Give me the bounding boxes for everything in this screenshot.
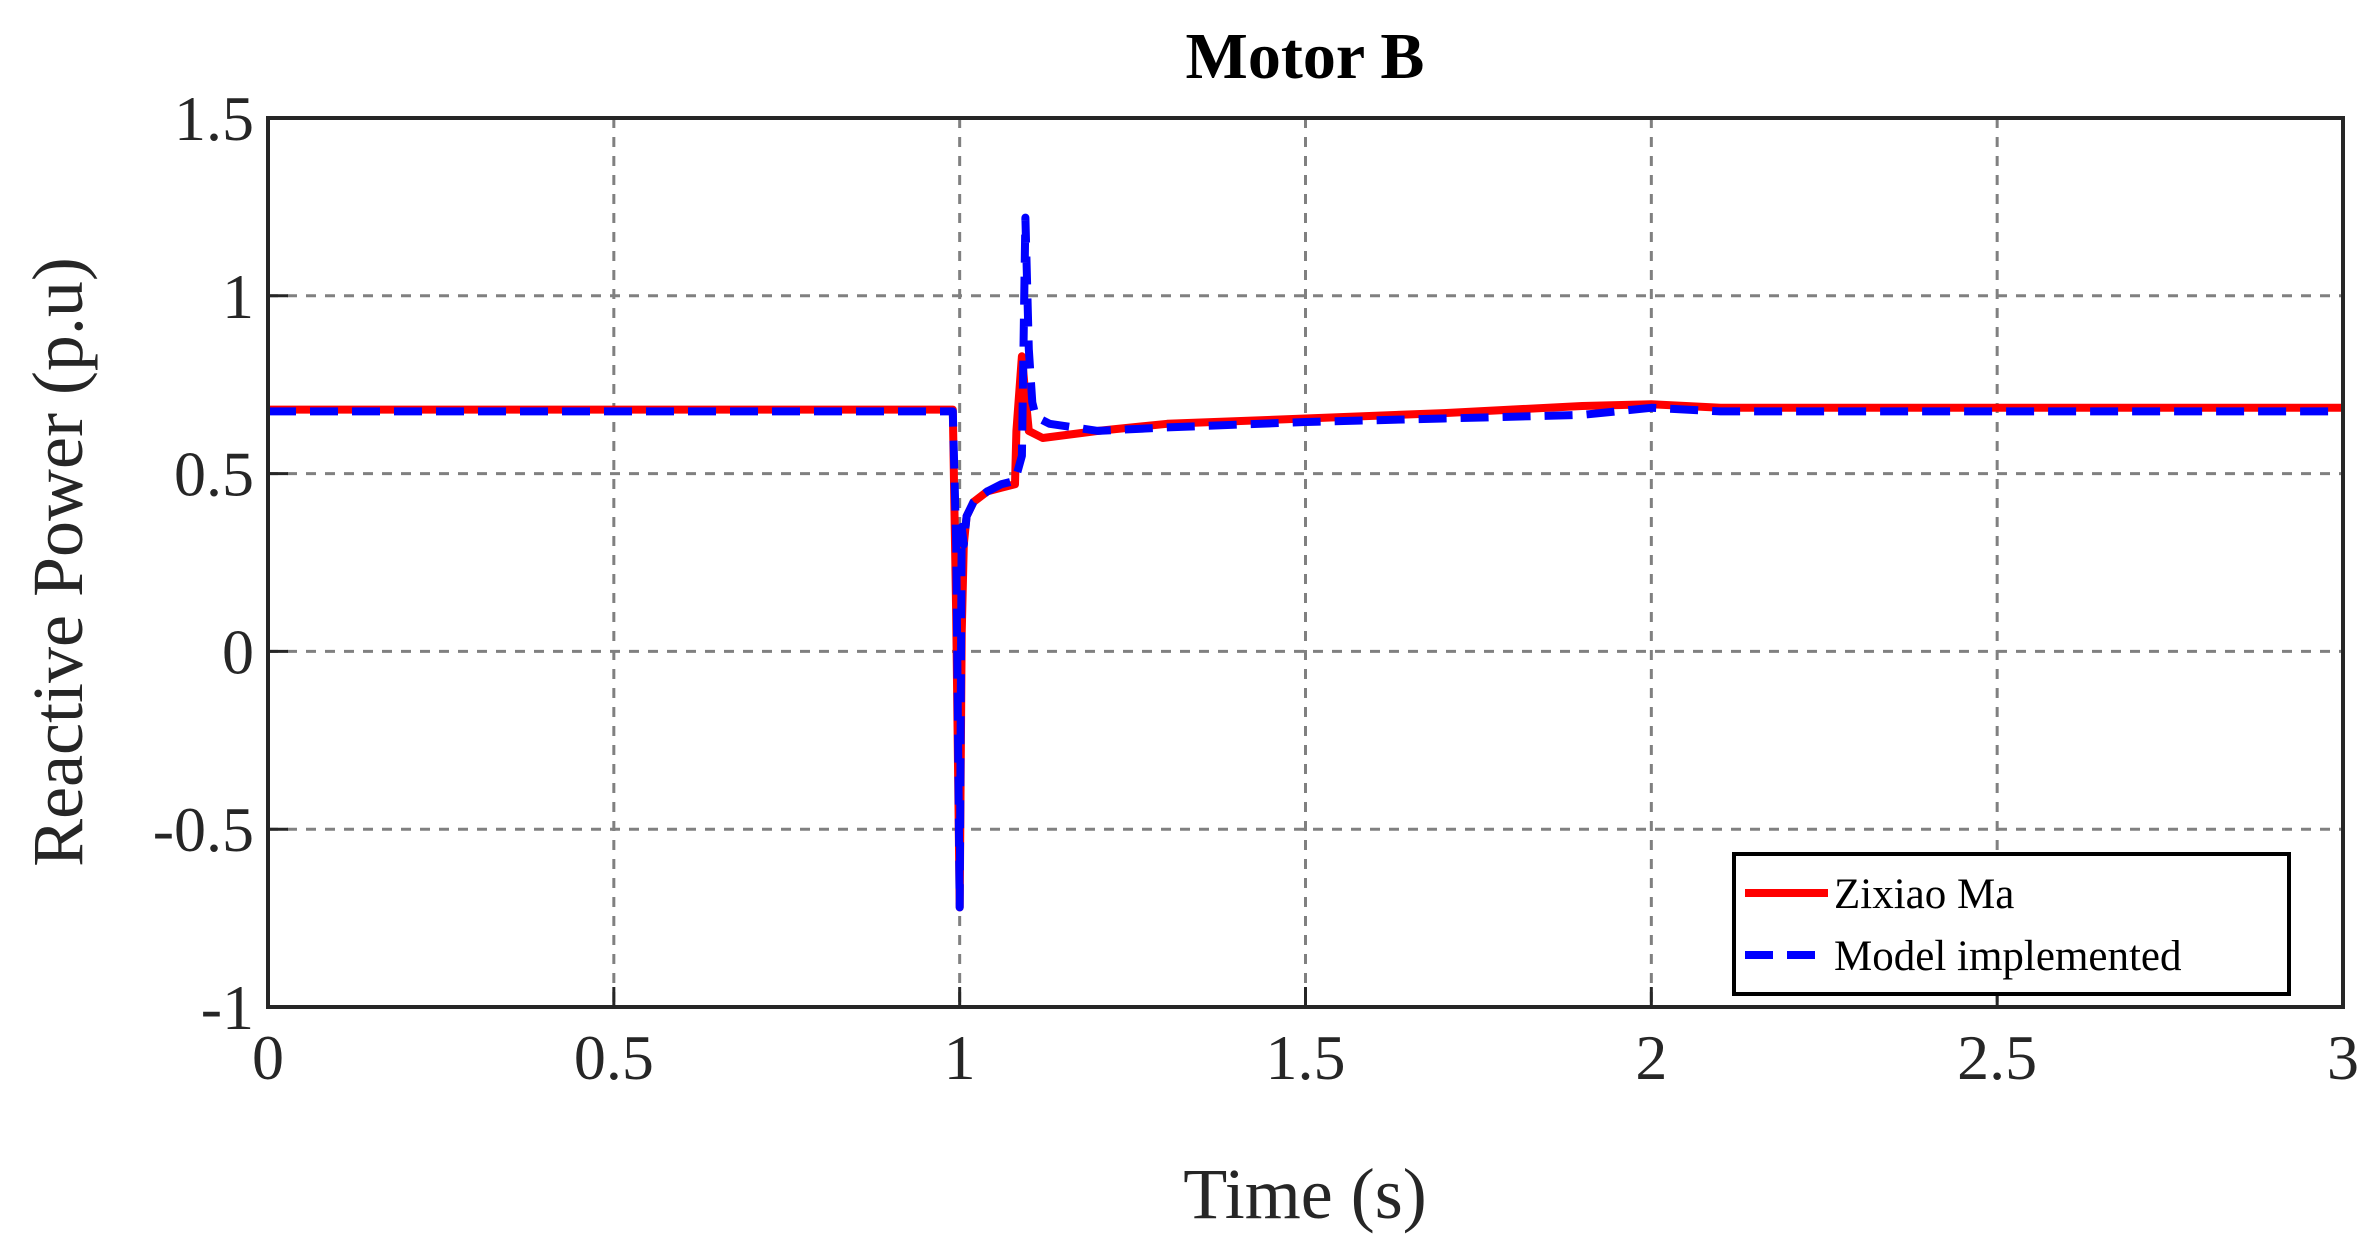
x-tick-label: 0.5 <box>574 1022 654 1093</box>
x-tick-label: 2 <box>1635 1022 1667 1093</box>
y-tick-label: 1 <box>222 261 254 332</box>
x-axis-label: Time (s) <box>1183 1154 1426 1234</box>
x-tick-label: 1 <box>944 1022 976 1093</box>
y-tick-label: 0 <box>222 616 254 687</box>
y-axis-label: Reactive Power (p.u) <box>18 257 98 867</box>
legend-label-zixiao-ma: Zixiao Ma <box>1834 871 2014 918</box>
grid <box>268 118 2343 1007</box>
y-tick-label: -1 <box>201 972 254 1043</box>
y-tick-label: 1.5 <box>174 83 254 154</box>
legend: Zixiao Ma Model implemented <box>1732 852 2291 996</box>
ticks: 0 0.5 1 1.5 2 2.5 3 1.5 1 0.5 0 -0.5 -1 <box>153 83 2359 1093</box>
chart-title: Motor B <box>1186 20 1425 93</box>
y-tick-label: -0.5 <box>153 794 254 865</box>
x-tick-label: 2.5 <box>1957 1022 2037 1093</box>
series-group <box>268 213 2343 912</box>
x-tick-label: 3 <box>2327 1022 2359 1093</box>
x-tick-label: 1.5 <box>1266 1022 1346 1093</box>
legend-label-model-implemented: Model implemented <box>1834 933 2182 980</box>
legend-box <box>1732 852 2291 996</box>
y-tick-label: 0.5 <box>174 439 254 510</box>
series-line-1 <box>268 213 2343 912</box>
x-tick-label: 0 <box>252 1022 284 1093</box>
